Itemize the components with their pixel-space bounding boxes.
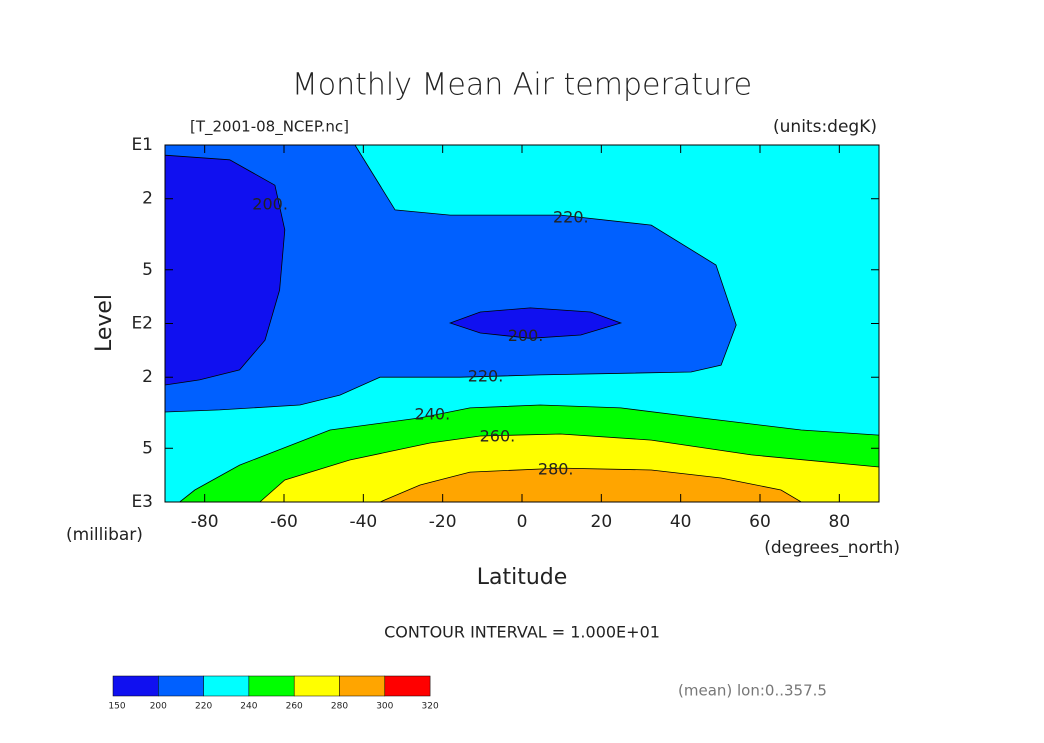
x-axis-unit: (degrees_north) bbox=[764, 538, 900, 558]
y-axis-unit: (millibar) bbox=[66, 525, 143, 545]
y-tick-label: 5 bbox=[142, 438, 153, 458]
x-tick-label: 40 bbox=[670, 512, 692, 532]
contour-label: 200. bbox=[508, 326, 544, 345]
colorbar-label: 220 bbox=[195, 702, 212, 712]
x-tick-label: -20 bbox=[429, 512, 457, 532]
colorbar-swatch bbox=[248, 675, 295, 697]
y-tick-label: 2 bbox=[142, 189, 153, 209]
colorbar-swatch bbox=[158, 675, 204, 697]
contour-region bbox=[165, 154, 286, 386]
y-tick-label: 5 bbox=[142, 260, 153, 280]
colorbar-label: 200 bbox=[150, 702, 167, 712]
y-tick-label: 2 bbox=[142, 367, 153, 387]
x-tick-label: -40 bbox=[349, 512, 377, 532]
colorbar-swatch bbox=[293, 675, 340, 697]
y-axis-label: Level bbox=[92, 294, 117, 352]
subtitle: [T_2001-08_NCEP.nc] bbox=[190, 118, 349, 137]
y-tick-label: E1 bbox=[131, 135, 153, 155]
colorbar-swatch bbox=[112, 675, 159, 697]
colorbar-swatch bbox=[339, 675, 386, 697]
x-tick-label: 0 bbox=[517, 512, 528, 532]
contour-label: 220. bbox=[553, 208, 589, 227]
colorbar-label: 300 bbox=[376, 702, 393, 712]
colorbar-swatch bbox=[203, 675, 250, 697]
colorbar-label: 240 bbox=[240, 702, 257, 712]
contour-fills: 200. 200. 220. 220. 240. 260. 280. bbox=[165, 145, 879, 502]
chart-title: Monthly Mean Air temperature bbox=[292, 68, 752, 103]
contour-region bbox=[165, 145, 737, 413]
colorbar-label: 260 bbox=[286, 702, 303, 712]
x-tick-label: 20 bbox=[591, 512, 613, 532]
contour-label: 240. bbox=[415, 405, 451, 424]
contour-label: 260. bbox=[480, 426, 516, 445]
contour-interval: CONTOUR INTERVAL = 1.000E+01 bbox=[384, 623, 660, 642]
y-tick-label: E3 bbox=[131, 492, 153, 512]
x-tick-label: -60 bbox=[270, 512, 298, 532]
x-tick-label: 80 bbox=[829, 512, 851, 532]
colorbar-swatch bbox=[384, 675, 431, 697]
footer-note: (mean) lon:0..357.5 bbox=[678, 682, 827, 700]
colorbar-label: 320 bbox=[422, 702, 439, 712]
units: (units:degK) bbox=[773, 117, 877, 137]
contour-region bbox=[379, 467, 803, 502]
x-axis-label: Latitude bbox=[477, 565, 568, 590]
contour-region bbox=[448, 307, 623, 339]
contour-label: 200. bbox=[252, 195, 288, 214]
colorbar-label: 150 bbox=[108, 702, 125, 712]
colorbar-label: 280 bbox=[331, 702, 348, 712]
contour-label: 280. bbox=[538, 460, 574, 479]
x-tick-label: -80 bbox=[191, 512, 219, 532]
contour-label: 220. bbox=[468, 367, 504, 386]
y-tick-label: E2 bbox=[131, 314, 153, 334]
x-tick-label: 60 bbox=[749, 512, 771, 532]
